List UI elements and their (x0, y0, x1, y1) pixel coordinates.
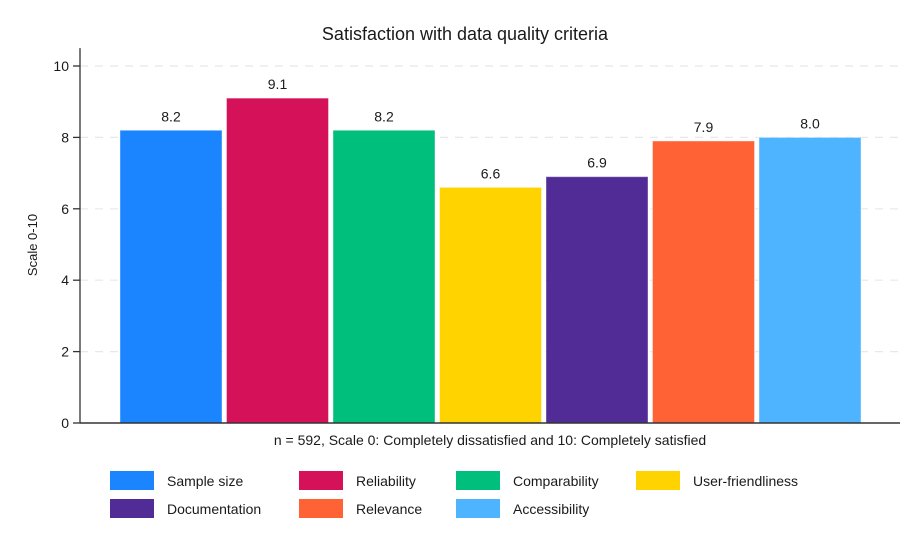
y-tick-label: 8 (61, 129, 69, 145)
legend-label: Documentation (167, 501, 261, 517)
legend-label: Relevance (356, 501, 422, 517)
legend-label: User-friendliness (693, 473, 798, 489)
y-tick-label: 6 (61, 201, 69, 217)
bar-documentation (545, 176, 649, 424)
chart-note: n = 592, Scale 0: Completely dissatisfie… (274, 432, 706, 448)
legend-swatch (456, 471, 500, 490)
legend-label: Sample size (167, 473, 243, 489)
legend-swatch (299, 499, 343, 518)
legend: Sample size Reliability Comparability User-… (110, 471, 798, 518)
bar-relevance (652, 140, 755, 424)
legend-label: Accessibility (513, 501, 589, 517)
data-label: 8.2 (374, 108, 394, 124)
bar-accessibility (758, 136, 862, 424)
bar-comparability (332, 129, 436, 424)
y-tick-label: 4 (61, 272, 69, 288)
legend-item: Accessibility (456, 499, 589, 518)
data-label: 6.9 (587, 155, 607, 171)
legend-item: Relevance (299, 499, 422, 518)
bar-user-friendliness (439, 186, 542, 424)
data-label: 8.2 (161, 108, 181, 124)
legend-swatch (456, 499, 500, 518)
y-axis-label: Scale 0-10 (25, 214, 40, 276)
data-labels: 8.2 9.1 8.2 6.6 6.9 7.9 8.0 (161, 76, 820, 181)
y-tick-label: 0 (61, 415, 69, 431)
axes: 0 2 4 6 8 10 (53, 48, 900, 431)
data-label: 7.9 (694, 119, 714, 135)
bar-reliability (226, 97, 329, 424)
bars (119, 97, 862, 424)
data-label: 8.0 (800, 115, 820, 131)
legend-item: Comparability (456, 471, 599, 490)
legend-swatch (299, 471, 343, 490)
data-label: 6.6 (481, 165, 501, 181)
legend-item: Sample size (110, 471, 243, 490)
y-tick-label: 10 (53, 58, 69, 74)
chart-title: Satisfaction with data quality criteria (322, 24, 609, 44)
legend-label: Comparability (513, 473, 599, 489)
legend-swatch (110, 499, 154, 518)
legend-item: Documentation (110, 499, 261, 518)
legend-swatch (110, 471, 154, 490)
legend-item: User-friendliness (636, 471, 798, 490)
legend-swatch (636, 471, 680, 490)
y-tick-label: 2 (61, 344, 69, 360)
legend-item: Reliability (299, 471, 416, 490)
data-label: 9.1 (268, 76, 288, 92)
legend-label: Reliability (356, 473, 416, 489)
bar-sample-size (119, 129, 223, 424)
